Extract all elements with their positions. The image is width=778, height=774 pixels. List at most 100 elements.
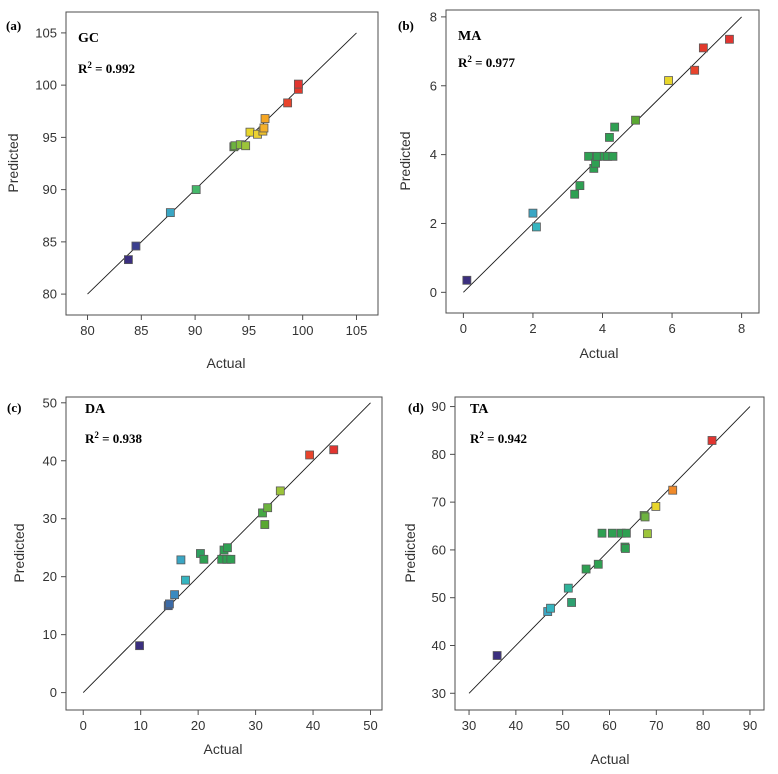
data-point: [690, 65, 700, 75]
y-tick-label: 10: [43, 627, 57, 642]
x-tick-label: 90: [188, 323, 202, 338]
x-tick-label: 50: [363, 718, 377, 733]
x-tick-label: 40: [509, 718, 523, 733]
data-point: [131, 241, 141, 251]
data-point: [605, 132, 614, 142]
data-point: [607, 528, 617, 538]
panel-tag: (c): [7, 400, 21, 415]
y-tick-label: 60: [432, 542, 446, 557]
data-point: [668, 485, 678, 495]
data-point: [610, 122, 620, 132]
r-squared-annotation: R2 = 0.992: [78, 60, 135, 76]
data-point: [546, 603, 555, 613]
y-tick-label: 80: [432, 447, 446, 462]
x-axis-label: Actual: [591, 751, 630, 767]
x-tick-label: 105: [346, 323, 368, 338]
r-squared-superscript: 2: [94, 430, 99, 440]
data-point: [191, 185, 201, 195]
y-tick-label: 0: [430, 285, 437, 300]
r-squared-superscript: 2: [467, 54, 472, 64]
y-axis-label: Predicted: [11, 523, 27, 582]
x-tick-label: 10: [133, 718, 147, 733]
data-point: [492, 651, 502, 660]
x-tick-label: 2: [529, 321, 536, 336]
y-tick-label: 70: [432, 495, 446, 510]
y-tick-label: 6: [430, 78, 437, 93]
chart-panel-a: 80 85 90 95 100 105 80 85 90 95 100 105 Actual Predic…: [5, 11, 379, 371]
r-squared-superscript: 2: [87, 60, 92, 70]
y-tick-label: 8: [430, 9, 437, 24]
x-tick-label: 90: [743, 718, 757, 733]
data-point: [621, 528, 631, 538]
x-tick-label: 30: [462, 718, 476, 733]
y-tick-label: 40: [43, 453, 57, 468]
data-point: [563, 583, 573, 593]
data-point: [631, 115, 640, 125]
chart-panel-d: 30 40 50 60 70 80 90 30 40 50 60 70 80 90 Actual Predic…: [402, 396, 765, 767]
data-point: [181, 575, 190, 585]
x-axis-label: Actual: [204, 741, 243, 757]
data-point: [259, 123, 269, 133]
plot-frame: [65, 396, 383, 711]
r-squared-value: = 0.942: [484, 431, 527, 446]
data-point: [643, 529, 652, 539]
data-point: [664, 76, 673, 85]
panel-title: DA: [85, 402, 106, 417]
y-tick-label: 0: [50, 685, 57, 700]
x-tick-label: 95: [242, 323, 256, 338]
fit-line: [468, 406, 751, 694]
r-squared-symbol: R: [85, 431, 95, 446]
x-tick-label: 20: [191, 718, 205, 733]
r-squared-value: = 0.992: [92, 61, 135, 76]
data-point: [245, 127, 255, 137]
data-point: [124, 255, 133, 265]
data-point: [581, 564, 591, 574]
data-point: [165, 208, 175, 218]
data-point: [258, 508, 267, 518]
data-point: [329, 445, 339, 455]
x-tick-label: 80: [696, 718, 710, 733]
r-squared-symbol: R: [78, 61, 88, 76]
data-point: [275, 486, 285, 496]
x-axis-label: Actual: [580, 345, 619, 361]
y-tick-label: 95: [43, 130, 57, 145]
y-tick-label: 30: [43, 511, 57, 526]
data-point: [226, 554, 236, 564]
data-point: [651, 502, 661, 511]
chart-panel-c: 0 10 20 30 40 50 0 10 20 30 40 50 Actual Predicted (c)…: [7, 395, 383, 757]
data-point: [528, 208, 538, 218]
x-tick-label: 85: [134, 323, 148, 338]
r-squared-annotation: R2 = 0.942: [470, 430, 527, 446]
y-tick-label: 105: [35, 25, 57, 40]
y-tick-label: 2: [430, 216, 437, 231]
r-squared-annotation: R2 = 0.977: [458, 54, 516, 70]
x-tick-label: 0: [460, 321, 467, 336]
data-point: [165, 599, 174, 609]
y-tick-label: 80: [43, 287, 57, 302]
y-tick-label: 30: [432, 686, 446, 701]
data-point: [305, 450, 315, 460]
y-axis-label: Predicted: [402, 523, 418, 582]
x-tick-label: 0: [80, 718, 87, 733]
data-point: [621, 544, 630, 553]
y-tick-label: 20: [43, 569, 57, 584]
y-axis-label: Predicted: [5, 133, 21, 192]
x-tick-label: 40: [306, 718, 320, 733]
data-point: [293, 79, 303, 89]
data-point: [640, 512, 650, 522]
data-point: [567, 598, 576, 607]
panel-tag: (a): [6, 18, 21, 33]
data-point: [725, 34, 734, 44]
data-point: [584, 151, 593, 161]
data-point: [575, 181, 585, 191]
panel-title: GC: [78, 31, 99, 46]
y-tick-label: 4: [430, 147, 437, 162]
plot-frame: [65, 11, 379, 316]
panel-title: TA: [470, 402, 489, 417]
r-squared-value: = 0.938: [99, 431, 143, 446]
data-point: [135, 641, 144, 651]
data-point: [532, 222, 541, 232]
x-tick-label: 8: [738, 321, 745, 336]
data-point: [570, 189, 580, 199]
